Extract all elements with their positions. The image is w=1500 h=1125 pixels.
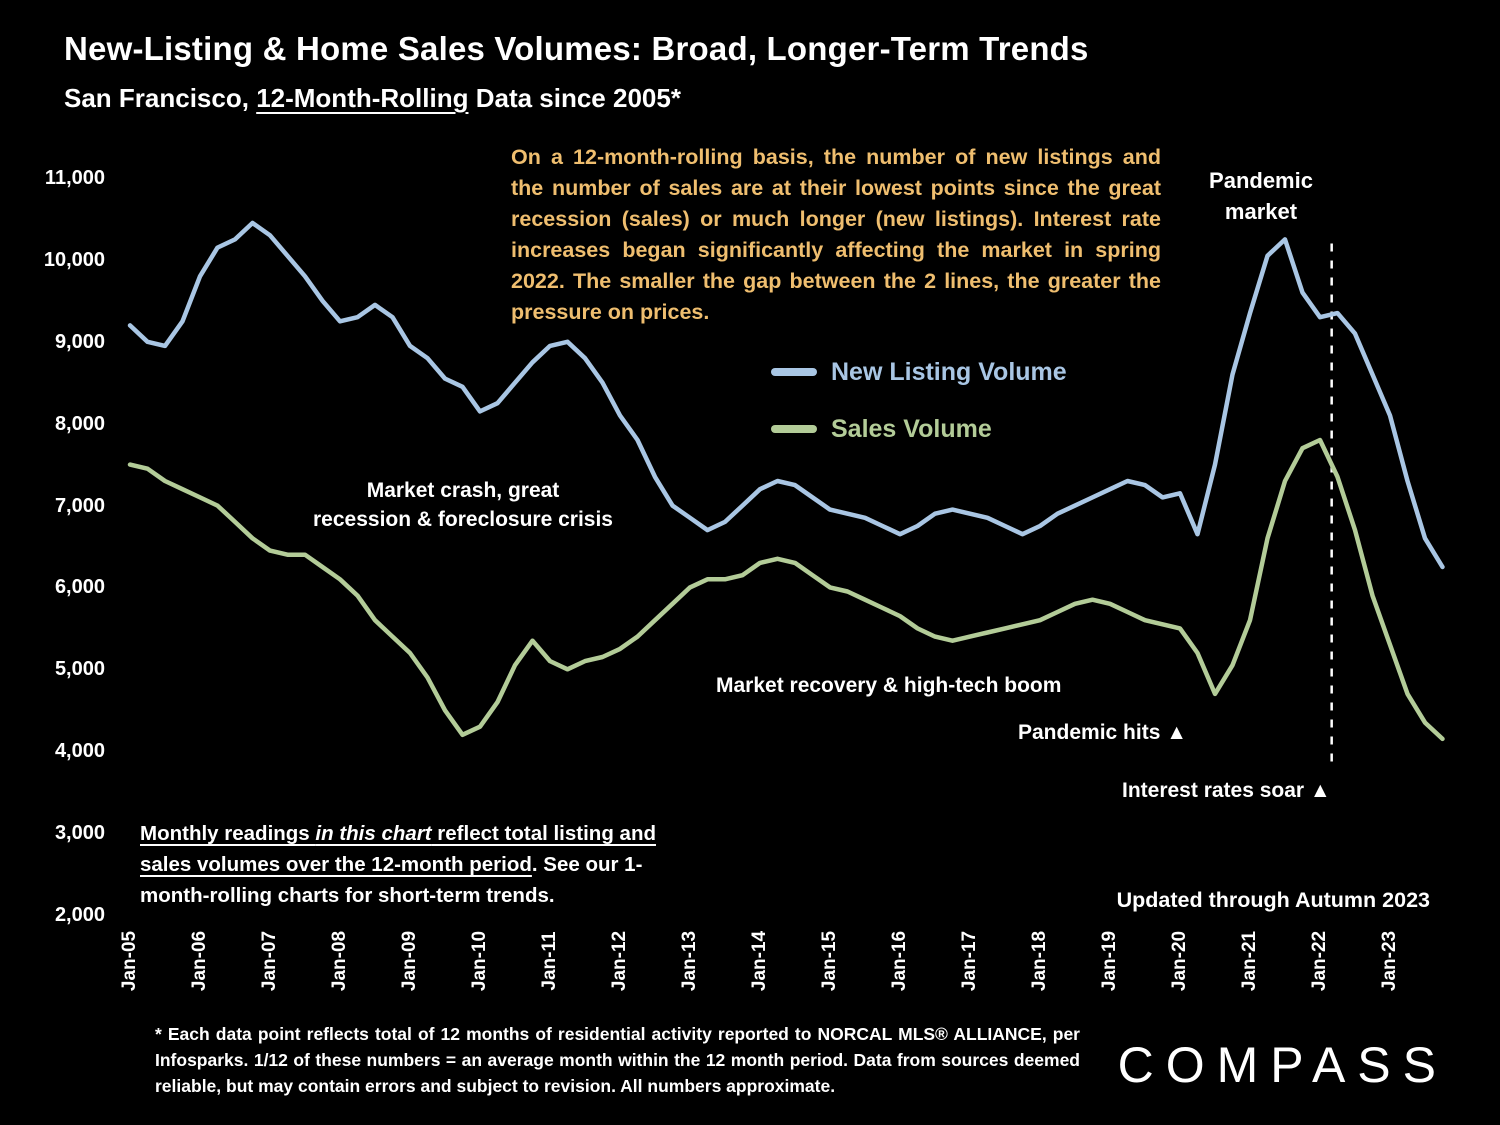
x-axis-tick-label: Jan-15 [819,930,840,992]
note-part-2: in this chart [315,822,432,845]
x-axis-tick-label: Jan-22 [1309,930,1330,992]
new-listing-line-swatch [771,368,817,376]
x-axis-tick-label: Jan-13 [679,930,700,992]
x-axis-tick-label: Jan-05 [119,930,140,992]
x-axis-tick-label: Jan-07 [259,930,280,992]
x-axis-tick-label: Jan-17 [959,930,980,992]
x-axis-tick-label: Jan-10 [469,930,490,992]
x-axis-tick-label: Jan-09 [399,930,420,992]
subtitle-underlined: 12-Month-Rolling [256,83,469,113]
compass-logo: COMPASS [1117,1037,1448,1093]
chart-subtitle: San Francisco, 12-Month-Rolling Data sin… [64,83,681,114]
interest-rates-soar-label: Interest rates soar ▲ [1122,779,1331,802]
new-listing-line [127,220,1445,570]
x-axis-tick-label: Jan-06 [189,930,210,992]
pandemic-hits-label: Pandemic hits ▲ [1018,721,1187,744]
subtitle-suffix: Data since 2005* [468,83,681,113]
x-axis-tick-label: Jan-20 [1169,930,1190,992]
market-crash-label: Market crash, great recession & foreclos… [313,479,613,531]
x-axis-tick-label: Jan-19 [1099,930,1120,992]
updated-through-label: Updated through Autumn 2023 [1116,888,1430,912]
y-axis-tick-label: 2,000 [54,904,105,926]
y-axis-tick-label: 11,000 [44,167,105,189]
commentary-note: On a 12-month-rolling basis, the number … [511,145,1161,324]
y-axis-tick-label: 8,000 [54,412,105,435]
market-recovery-label: Market recovery & high-tech boom [716,674,1062,697]
new-listing-legend-label: New Listing Volume [831,357,1067,386]
y-axis-tick-label: 3,000 [54,822,105,845]
note-part-1: Monthly readings [140,822,316,845]
methodology-note: Monthly readings in this chart reflect t… [140,818,708,911]
pandemic-market-label: Pandemic market [1209,168,1313,224]
y-axis-tick-label: 4,000 [54,740,105,763]
subtitle-prefix: San Francisco, [64,83,257,113]
y-axis-tick-label: 6,000 [54,576,105,599]
sales-legend-label: Sales Volume [831,414,992,443]
x-axis-tick-label: Jan-16 [889,930,910,992]
y-axis-tick-label: 5,000 [54,658,105,681]
x-axis-tick-label: Jan-11 [539,931,560,991]
legend-item-new-listing: New Listing Volume [771,355,1067,389]
footnote: * Each data point reflects total of 12 m… [155,1024,1080,1096]
x-axis-tick-label: Jan-08 [329,930,350,992]
x-axis-tick-label: Jan-23 [1379,930,1400,992]
page-title: New-Listing & Home Sales Volumes: Broad,… [64,30,1089,67]
sales-line-swatch [771,425,817,433]
y-axis-tick-label: 10,000 [43,248,105,271]
note-part-3: reflect total listing and sales volumes … [140,822,656,876]
sales-line [127,437,1445,742]
legend-item-sales: Sales Volume [771,412,1067,446]
x-axis-tick-label: Jan-18 [1029,930,1050,992]
x-axis-tick-label: Jan-14 [749,930,770,992]
x-axis-tick-label: Jan-12 [609,930,630,992]
y-axis-tick-label: 7,000 [54,494,105,517]
x-axis-tick-label: Jan-21 [1239,930,1260,992]
note-part-4: . See our 1-month-rolling charts for sho… [140,853,643,907]
legend: New Listing Volume Sales Volume [771,355,1067,469]
y-axis-tick-label: 9,000 [54,330,105,353]
